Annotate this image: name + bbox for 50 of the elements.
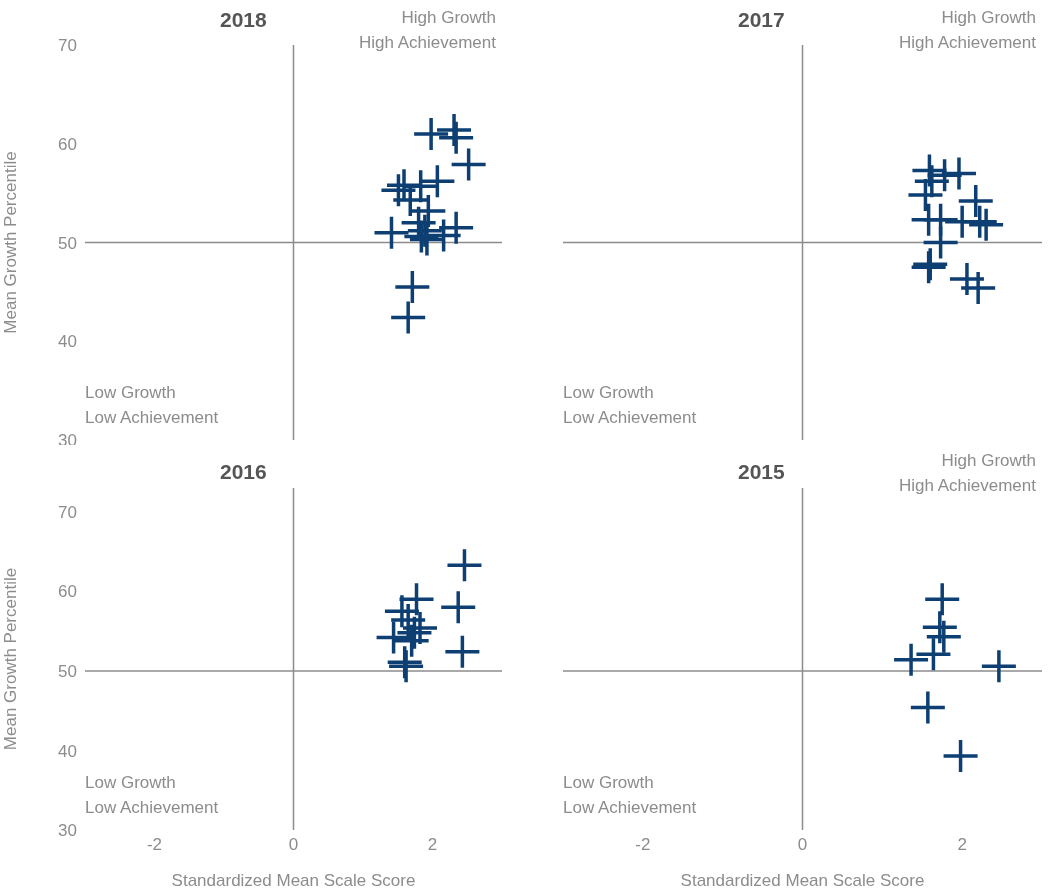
point: [911, 203, 946, 236]
point: [961, 271, 996, 304]
x-axis-title: Standardized Mean Scale Score: [680, 871, 925, 890]
y-tick-label: 70: [58, 36, 77, 56]
y-axis-title: Mean Growth Percentile: [1, 151, 21, 334]
chart-title: 2016: [220, 460, 267, 484]
y-tick-label: 60: [58, 134, 77, 154]
annotation: Low Growth Low Achievement: [85, 382, 219, 429]
point: [414, 117, 449, 150]
x-tick-label: -2: [635, 835, 651, 855]
y-tick-label: 50: [58, 233, 77, 253]
x-tick-label: 0: [288, 835, 299, 855]
point: [894, 643, 929, 676]
point: [391, 301, 426, 334]
point: [395, 270, 430, 303]
y-tick-label: 40: [58, 332, 77, 352]
y-tick-label: 40: [58, 741, 77, 761]
x-axis-title: Standardized Mean Scale Score: [171, 871, 416, 890]
point: [445, 635, 480, 668]
point: [908, 179, 943, 212]
point: [958, 185, 993, 218]
chart-title: 2015: [738, 460, 785, 484]
y-tick-label: 70: [58, 502, 77, 522]
x-tick-label: -2: [146, 835, 163, 855]
point: [910, 691, 945, 724]
chart-title: 2017: [738, 8, 785, 32]
point: [925, 583, 960, 616]
point: [439, 121, 474, 154]
point: [941, 157, 976, 190]
point: [981, 650, 1016, 683]
x-tick-label: 2: [427, 835, 438, 855]
y-tick-label: 50: [58, 661, 77, 681]
point: [447, 549, 482, 582]
annotation: High Growth High Achievement: [358, 7, 496, 54]
y-axis-title: Mean Growth Percentile: [1, 567, 21, 751]
y-tick-label: 60: [58, 582, 77, 602]
x-tick-label: 2: [957, 835, 967, 855]
point: [441, 591, 476, 624]
point: [926, 620, 961, 653]
point: [916, 638, 951, 671]
point: [943, 740, 978, 773]
point: [969, 208, 1004, 241]
x-tick-label: 0: [797, 835, 808, 855]
annotation: Low Growth Low Achievement: [563, 772, 697, 819]
annotation: High Growth High Achievement: [898, 7, 1036, 54]
y-tick-label: 30: [58, 821, 77, 841]
chart-title: 2018: [220, 8, 267, 32]
annotation: Low Growth Low Achievement: [563, 382, 697, 429]
annotation: High Growth High Achievement: [898, 450, 1036, 497]
annotation: Low Growth Low Achievement: [85, 772, 219, 819]
